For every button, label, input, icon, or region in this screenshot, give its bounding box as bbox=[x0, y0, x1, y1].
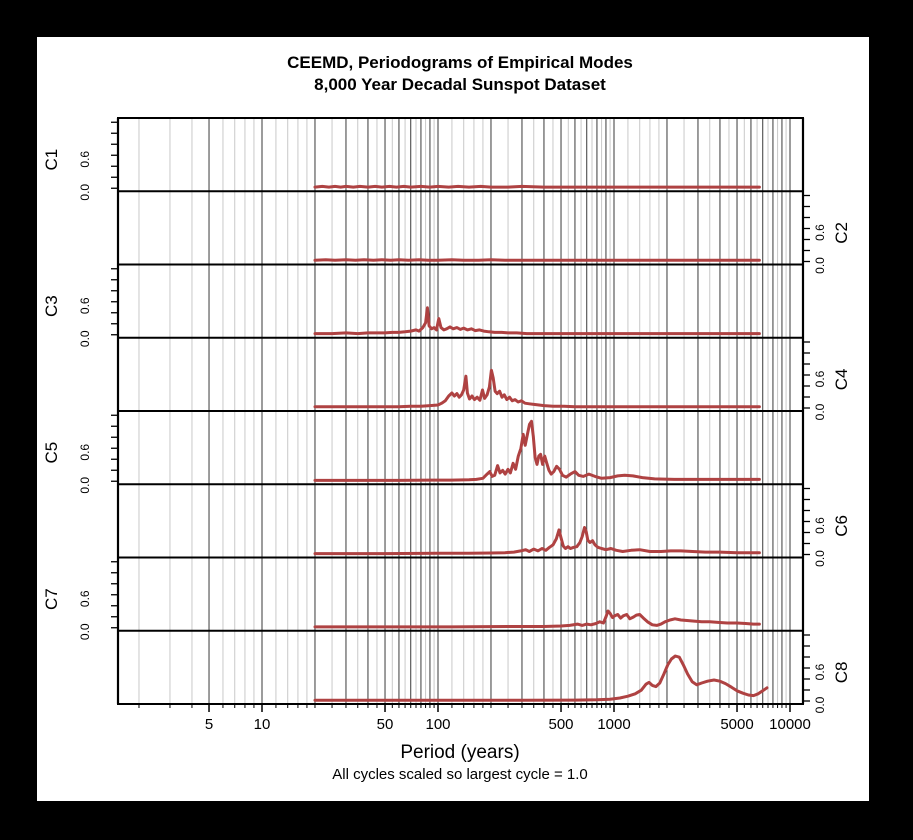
y-tick-label: 0.0 bbox=[813, 550, 827, 567]
chart-title-line2: 8,000 Year Decadal Sunspot Dataset bbox=[314, 75, 606, 94]
y-tick-label: 0.6 bbox=[813, 663, 827, 680]
y-tick-label: 0.0 bbox=[78, 623, 92, 640]
x-axis-label: Period (years) bbox=[400, 742, 520, 763]
y-tick-label: 0.0 bbox=[78, 184, 92, 201]
y-tick-label: 0.6 bbox=[78, 590, 92, 607]
curve-C6 bbox=[313, 526, 761, 556]
x-tick-label: 500 bbox=[549, 716, 574, 733]
x-tick-label: 50 bbox=[377, 716, 394, 733]
curve-C5 bbox=[313, 419, 761, 482]
y-tick-label: 0.0 bbox=[813, 696, 827, 713]
y-tick-label: 0.0 bbox=[813, 403, 827, 420]
curve-C8 bbox=[313, 654, 769, 702]
x-tick-label: 10 bbox=[254, 716, 271, 733]
x-tick-label: 10000 bbox=[769, 716, 811, 733]
y-tick-label: 0.0 bbox=[813, 257, 827, 274]
panel-label-C7: C7 bbox=[42, 588, 61, 610]
panel-label-C4: C4 bbox=[832, 369, 851, 391]
scale-note: All cycles scaled so largest cycle = 1.0 bbox=[332, 766, 588, 783]
y-tick-label: 0.6 bbox=[78, 151, 92, 168]
x-tick-label: 100 bbox=[425, 716, 450, 733]
figure-card bbox=[37, 37, 869, 801]
panel-label-C3: C3 bbox=[42, 295, 61, 317]
y-tick-label: 0.0 bbox=[78, 330, 92, 347]
y-tick-label: 0.6 bbox=[78, 297, 92, 314]
y-tick-label: 0.6 bbox=[813, 224, 827, 241]
x-tick-label: 5000 bbox=[720, 716, 753, 733]
chart-title: CEEMD, Periodograms of Empirical Modes 8… bbox=[57, 52, 863, 96]
x-tick-label: 5 bbox=[205, 716, 213, 733]
y-tick-label: 0.6 bbox=[78, 444, 92, 461]
y-tick-label: 0.6 bbox=[813, 517, 827, 534]
chart-title-line1: CEEMD, Periodograms of Empirical Modes bbox=[287, 53, 633, 72]
y-tick-label: 0.6 bbox=[813, 370, 827, 387]
curve-C3 bbox=[313, 306, 761, 336]
curve-C1 bbox=[313, 184, 761, 189]
curve-C2 bbox=[313, 258, 761, 262]
x-tick-label: 1000 bbox=[597, 716, 630, 733]
curve-C7 bbox=[313, 609, 761, 629]
panel-label-C1: C1 bbox=[42, 149, 61, 171]
y-tick-label: 0.0 bbox=[78, 477, 92, 494]
panel-label-C6: C6 bbox=[832, 515, 851, 537]
panel-label-C8: C8 bbox=[832, 662, 851, 684]
panel-label-C2: C2 bbox=[832, 222, 851, 244]
curve-C4 bbox=[313, 368, 761, 409]
panel-label-C5: C5 bbox=[42, 442, 61, 464]
